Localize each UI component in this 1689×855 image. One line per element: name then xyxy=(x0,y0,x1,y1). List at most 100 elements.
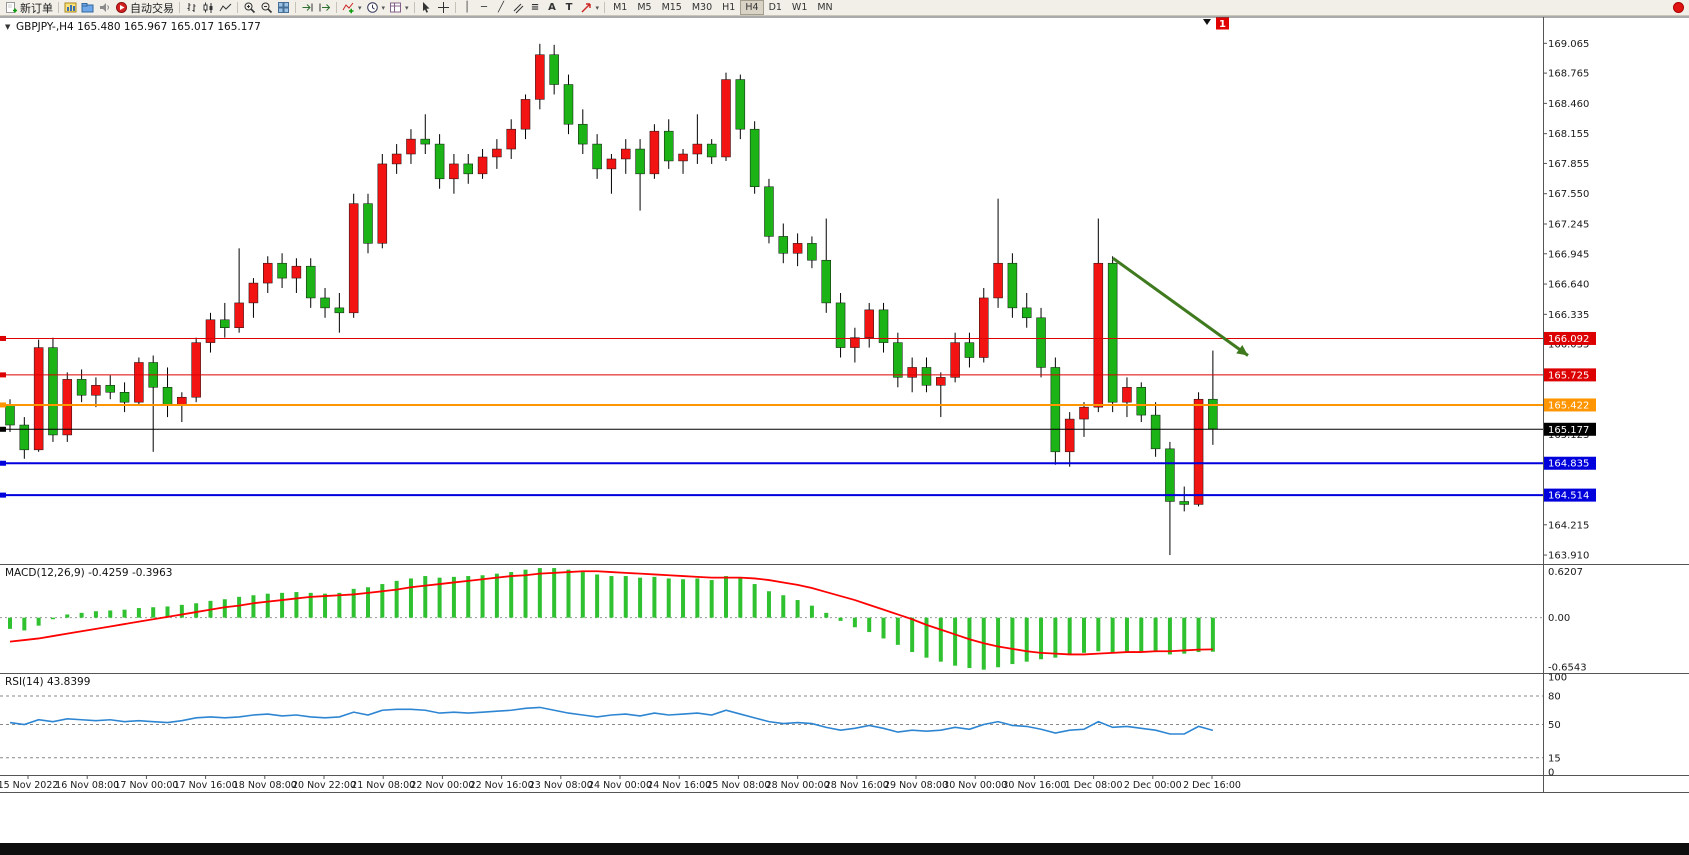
timeframe-m1-button[interactable]: M1 xyxy=(613,2,628,13)
toolbar-separator xyxy=(413,2,415,13)
periods-button[interactable]: ▾ xyxy=(364,1,388,15)
svg-text:165.422: 165.422 xyxy=(1548,400,1589,411)
time-label: 17 Nov 00:00 xyxy=(114,780,178,791)
chart-shift-marker[interactable] xyxy=(1203,19,1211,25)
time-label: 28 Nov 16:00 xyxy=(825,780,889,791)
candle xyxy=(807,236,817,269)
price-tick: 167.245 xyxy=(1548,219,1589,230)
zoom-in-icon xyxy=(243,1,256,14)
line-handle-icon[interactable] xyxy=(0,492,6,498)
symbol-dropdown-icon[interactable]: ▼ xyxy=(5,23,11,31)
candle xyxy=(578,109,588,155)
candle xyxy=(248,278,259,318)
price-line-tag: 164.514 xyxy=(1544,488,1596,502)
candle xyxy=(348,193,359,318)
cursor-icon xyxy=(420,1,433,14)
cursor-button[interactable] xyxy=(418,1,435,15)
line-handle-icon[interactable] xyxy=(0,335,6,341)
candle xyxy=(835,292,846,358)
candle xyxy=(1036,307,1046,378)
text-button[interactable]: A xyxy=(548,2,556,13)
timeframe-w1-button[interactable]: W1 xyxy=(791,2,808,13)
toolbar-separator xyxy=(295,2,296,13)
timeframe-d1-button[interactable]: D1 xyxy=(768,2,782,13)
line-chart-button[interactable] xyxy=(217,1,234,15)
candle xyxy=(420,114,431,155)
candle xyxy=(950,332,960,383)
templates-button[interactable]: ▾ xyxy=(387,1,411,15)
candle xyxy=(277,253,287,289)
fibonacci-button[interactable]: ≡ xyxy=(530,2,540,13)
line-handle-icon[interactable] xyxy=(0,372,6,378)
svg-text:164.514: 164.514 xyxy=(1548,491,1589,502)
rsi-axis-label: 0 xyxy=(1548,768,1554,779)
price-tick: 169.065 xyxy=(1548,39,1589,50)
trend-arrow[interactable] xyxy=(1112,257,1249,357)
candle xyxy=(291,258,302,293)
profiles-button[interactable] xyxy=(79,1,96,15)
auto-scroll-button[interactable] xyxy=(299,1,316,15)
charts-button[interactable] xyxy=(62,1,79,15)
autotrading-button[interactable]: 自动交易 xyxy=(113,1,176,15)
candlestick-series[interactable] xyxy=(5,43,1218,556)
horizontal-line-button[interactable]: ─ xyxy=(481,2,488,13)
channel-icon xyxy=(512,1,525,14)
candle xyxy=(119,382,130,413)
price-tick: 166.035 xyxy=(1548,340,1589,351)
notification-badge[interactable]: 1 xyxy=(1216,17,1229,31)
rsi-axis-label: 100 xyxy=(1548,673,1567,684)
indicators-button[interactable]: ▾ xyxy=(340,1,364,15)
price-tick: 167.550 xyxy=(1548,189,1589,200)
candle xyxy=(549,44,559,95)
main-toolbar: 新订单 自动交易 xyxy=(0,0,1689,16)
new-order-label: 新订单 xyxy=(20,1,53,15)
timeframe-m30-button[interactable]: M30 xyxy=(691,2,713,13)
crosshair-button[interactable] xyxy=(435,1,452,15)
bar-chart-button[interactable] xyxy=(183,1,200,15)
chart-shift-button[interactable] xyxy=(316,1,333,15)
bottom-bar xyxy=(0,843,1689,855)
zoom-out-button[interactable] xyxy=(258,1,275,15)
timeframe-m15-button[interactable]: M15 xyxy=(661,2,682,13)
time-label: 2 Dec 00:00 xyxy=(1124,780,1182,791)
candle xyxy=(320,288,330,318)
candlestick-chart-button[interactable] xyxy=(200,1,217,15)
candle xyxy=(492,139,502,169)
tile-windows-button[interactable] xyxy=(275,1,292,15)
candle xyxy=(621,139,631,174)
chart-canvas[interactable]: 169.065 168.765 168.460 168.155 167.855 167.5… xyxy=(0,16,1689,855)
macd-axis-label: 0.00 xyxy=(1548,613,1570,624)
candle xyxy=(792,233,803,267)
line-handle-icon[interactable] xyxy=(0,426,6,432)
line-handle-icon[interactable] xyxy=(0,402,6,408)
text-label-button[interactable]: T xyxy=(565,2,573,13)
timeframe-m5-button[interactable]: M5 xyxy=(637,2,652,13)
toolbar-separator xyxy=(237,2,238,13)
candle xyxy=(606,154,617,194)
zoom-out-icon xyxy=(260,1,273,14)
candle xyxy=(434,134,445,189)
timeframe-mn-button[interactable]: MN xyxy=(817,2,833,13)
price-axis[interactable]: 169.065 168.765 168.460 168.155 167.855 167.5… xyxy=(1543,39,1589,779)
arrows-button[interactable]: ▾ xyxy=(578,1,602,15)
speaker-icon xyxy=(98,1,111,14)
toolbar-separator xyxy=(604,2,606,13)
trendline-button[interactable]: ╱ xyxy=(498,2,505,13)
alerts-button[interactable] xyxy=(96,1,113,15)
toolbar-separator xyxy=(58,2,59,13)
new-order-button[interactable]: 新订单 xyxy=(3,1,55,15)
zoom-in-button[interactable] xyxy=(241,1,258,15)
rsi-axis-label: 80 xyxy=(1548,692,1561,703)
vertical-line-button[interactable]: │ xyxy=(464,2,471,13)
timeframe-h4-button[interactable]: H4 xyxy=(740,0,764,15)
candle xyxy=(463,154,473,184)
candle xyxy=(506,119,516,159)
line-handle-icon[interactable] xyxy=(0,460,6,466)
channel-button[interactable] xyxy=(510,1,527,15)
notifications-button[interactable] xyxy=(1671,1,1686,15)
profiles-folder-icon xyxy=(81,1,94,14)
candlestick-icon xyxy=(202,1,215,14)
timeframe-h1-button[interactable]: H1 xyxy=(722,2,736,13)
toolbar-separator xyxy=(179,2,180,13)
